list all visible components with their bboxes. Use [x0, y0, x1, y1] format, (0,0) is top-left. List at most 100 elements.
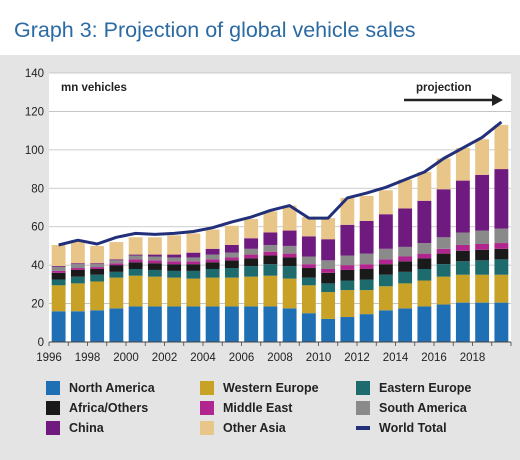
- bar-segment-western-europe-2019: [494, 274, 509, 303]
- x-tick-label: 2006: [229, 352, 255, 364]
- bar-segment-south-america-2003: [186, 257, 201, 262]
- legend-swatch: [200, 401, 214, 415]
- bar-segment-other-asia-2019: [494, 124, 509, 170]
- bar-segment-north-america-2007: [263, 306, 278, 342]
- bar-segment-north-america-2003: [186, 306, 201, 342]
- bar-segment-western-europe-2009: [301, 285, 316, 314]
- bar-segment-china-1997: [70, 263, 85, 265]
- legend-item-china: China: [46, 420, 104, 436]
- bar-segment-middle-east-2005: [224, 257, 239, 261]
- legend-swatch: [356, 381, 370, 395]
- bar-segment-africa-others-2013: [378, 264, 393, 275]
- bar-segment-africa-others-2008: [282, 257, 297, 267]
- bar-segment-china-2017: [455, 180, 470, 233]
- bar-segment-south-america-2007: [263, 244, 278, 252]
- bar-segment-africa-others-2014: [398, 261, 413, 272]
- x-tick-label: 2018: [460, 352, 486, 364]
- bar-segment-western-europe-2017: [455, 274, 470, 303]
- bar-segment-other-asia-2011: [340, 197, 355, 225]
- bar-segment-north-america-2011: [340, 317, 355, 342]
- bar-segment-eastern-europe-2012: [359, 279, 374, 291]
- bar-segment-middle-east-2016: [436, 248, 451, 254]
- legend-swatch: [200, 381, 214, 395]
- bar-segment-south-america-1996: [51, 267, 66, 271]
- bar-segment-eastern-europe-2008: [282, 266, 297, 279]
- bar-segment-western-europe-2011: [340, 290, 355, 318]
- bar-segment-western-europe-2016: [436, 276, 451, 305]
- bar-segment-eastern-europe-2013: [378, 274, 393, 287]
- bar-segment-other-asia-2009: [301, 217, 316, 237]
- legend-item-north-america: North America: [46, 380, 155, 396]
- bar-segment-western-europe-2015: [417, 280, 432, 307]
- bar-segment-north-america-1997: [70, 311, 85, 342]
- bar-segment-south-america-2008: [282, 245, 297, 254]
- legend-label: Africa/Others: [69, 401, 149, 415]
- bar-segment-middle-east-2015: [417, 253, 432, 259]
- bar-segment-china-2002: [167, 254, 182, 258]
- bar-segment-middle-east-2006: [244, 254, 259, 259]
- legend-swatch: [46, 421, 60, 435]
- bar-segment-other-asia-1999: [109, 242, 124, 260]
- bar-segment-eastern-europe-2017: [455, 261, 470, 275]
- bar-segment-china-2004: [205, 248, 220, 255]
- bar-segment-middle-east-2004: [205, 259, 220, 263]
- bar-segment-china-1998: [90, 263, 105, 265]
- bar-segment-other-asia-2014: [398, 179, 413, 209]
- bar-segment-western-europe-2008: [282, 278, 297, 309]
- bar-segment-north-america-2018: [475, 302, 490, 342]
- bar-segment-north-america-2006: [244, 306, 259, 342]
- bar-segment-other-asia-1996: [51, 244, 66, 267]
- bar-segment-other-asia-1997: [70, 240, 85, 264]
- bar-segment-eastern-europe-1999: [109, 271, 124, 278]
- bar-segment-africa-others-2018: [475, 249, 490, 261]
- bar-segment-middle-east-2002: [167, 261, 182, 265]
- bar-segment-south-america-1999: [109, 260, 124, 264]
- bar-segment-middle-east-2013: [378, 259, 393, 265]
- bar-segment-south-america-2013: [378, 248, 393, 260]
- bar-segment-other-asia-2002: [167, 235, 182, 255]
- bar-segment-africa-others-2007: [263, 255, 278, 265]
- bar-segment-africa-others-2000: [128, 262, 143, 269]
- bar-segment-china-2005: [224, 244, 239, 253]
- bar-segment-africa-others-2016: [436, 253, 451, 265]
- bar-segment-south-america-2009: [301, 256, 316, 265]
- bar-segment-eastern-europe-1997: [70, 276, 85, 284]
- bar-segment-other-asia-1998: [90, 245, 105, 264]
- bar-segment-africa-others-2011: [340, 269, 355, 281]
- legend-label: Western Europe: [223, 381, 319, 395]
- legend-label: World Total: [379, 421, 447, 435]
- bar-segment-north-america-1996: [51, 311, 66, 342]
- projection-arrow-head: [492, 94, 503, 106]
- bar-segment-south-america-2016: [436, 237, 451, 249]
- bar-segment-south-america-2012: [359, 253, 374, 265]
- bar-segment-western-europe-1997: [70, 283, 85, 312]
- bar-segment-other-asia-2015: [417, 171, 432, 201]
- bar-segment-eastern-europe-2018: [475, 260, 490, 275]
- bar-segment-north-america-2001: [147, 306, 162, 342]
- chart-legend: North America Western Europe Eastern Europ…: [46, 380, 516, 452]
- bar-segment-china-2010: [321, 239, 336, 261]
- legend-item-world-total: World Total: [356, 420, 447, 436]
- bar-segment-south-america-2001: [147, 256, 162, 261]
- bar-segment-africa-others-2015: [417, 258, 432, 269]
- legend-label: North America: [69, 381, 155, 395]
- bar-segment-middle-east-2008: [282, 253, 297, 258]
- legend-item-western-europe: Western Europe: [200, 380, 319, 396]
- projection-label: projection: [416, 82, 472, 94]
- bar-segment-africa-others-2019: [494, 248, 509, 260]
- x-tick-label: 2008: [267, 352, 293, 364]
- x-tick-label: 2010: [306, 352, 332, 364]
- bar-segment-africa-others-1999: [109, 265, 124, 272]
- bar-segment-other-asia-2016: [436, 158, 451, 190]
- legend-swatch: [46, 381, 60, 395]
- bar-segment-middle-east-1997: [70, 268, 85, 270]
- bar-segment-south-america-2017: [455, 232, 470, 245]
- bar-segment-south-america-2004: [205, 254, 220, 260]
- bar-segment-china-2015: [417, 200, 432, 244]
- bar-segment-western-europe-2012: [359, 290, 374, 315]
- bar-segment-other-asia-2000: [128, 237, 143, 255]
- bar-segment-other-asia-2010: [321, 218, 336, 240]
- legend-item-south-america: South America: [356, 400, 467, 416]
